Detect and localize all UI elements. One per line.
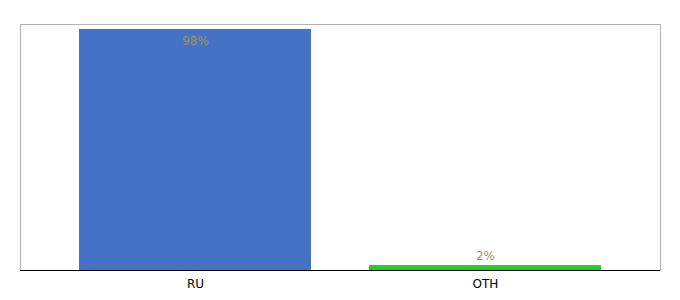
svg-text:RU: RU <box>187 277 204 291</box>
svg-text:2%: 2% <box>476 249 495 263</box>
svg-text:98%: 98% <box>182 34 209 48</box>
svg-text:OTH: OTH <box>473 277 499 291</box>
